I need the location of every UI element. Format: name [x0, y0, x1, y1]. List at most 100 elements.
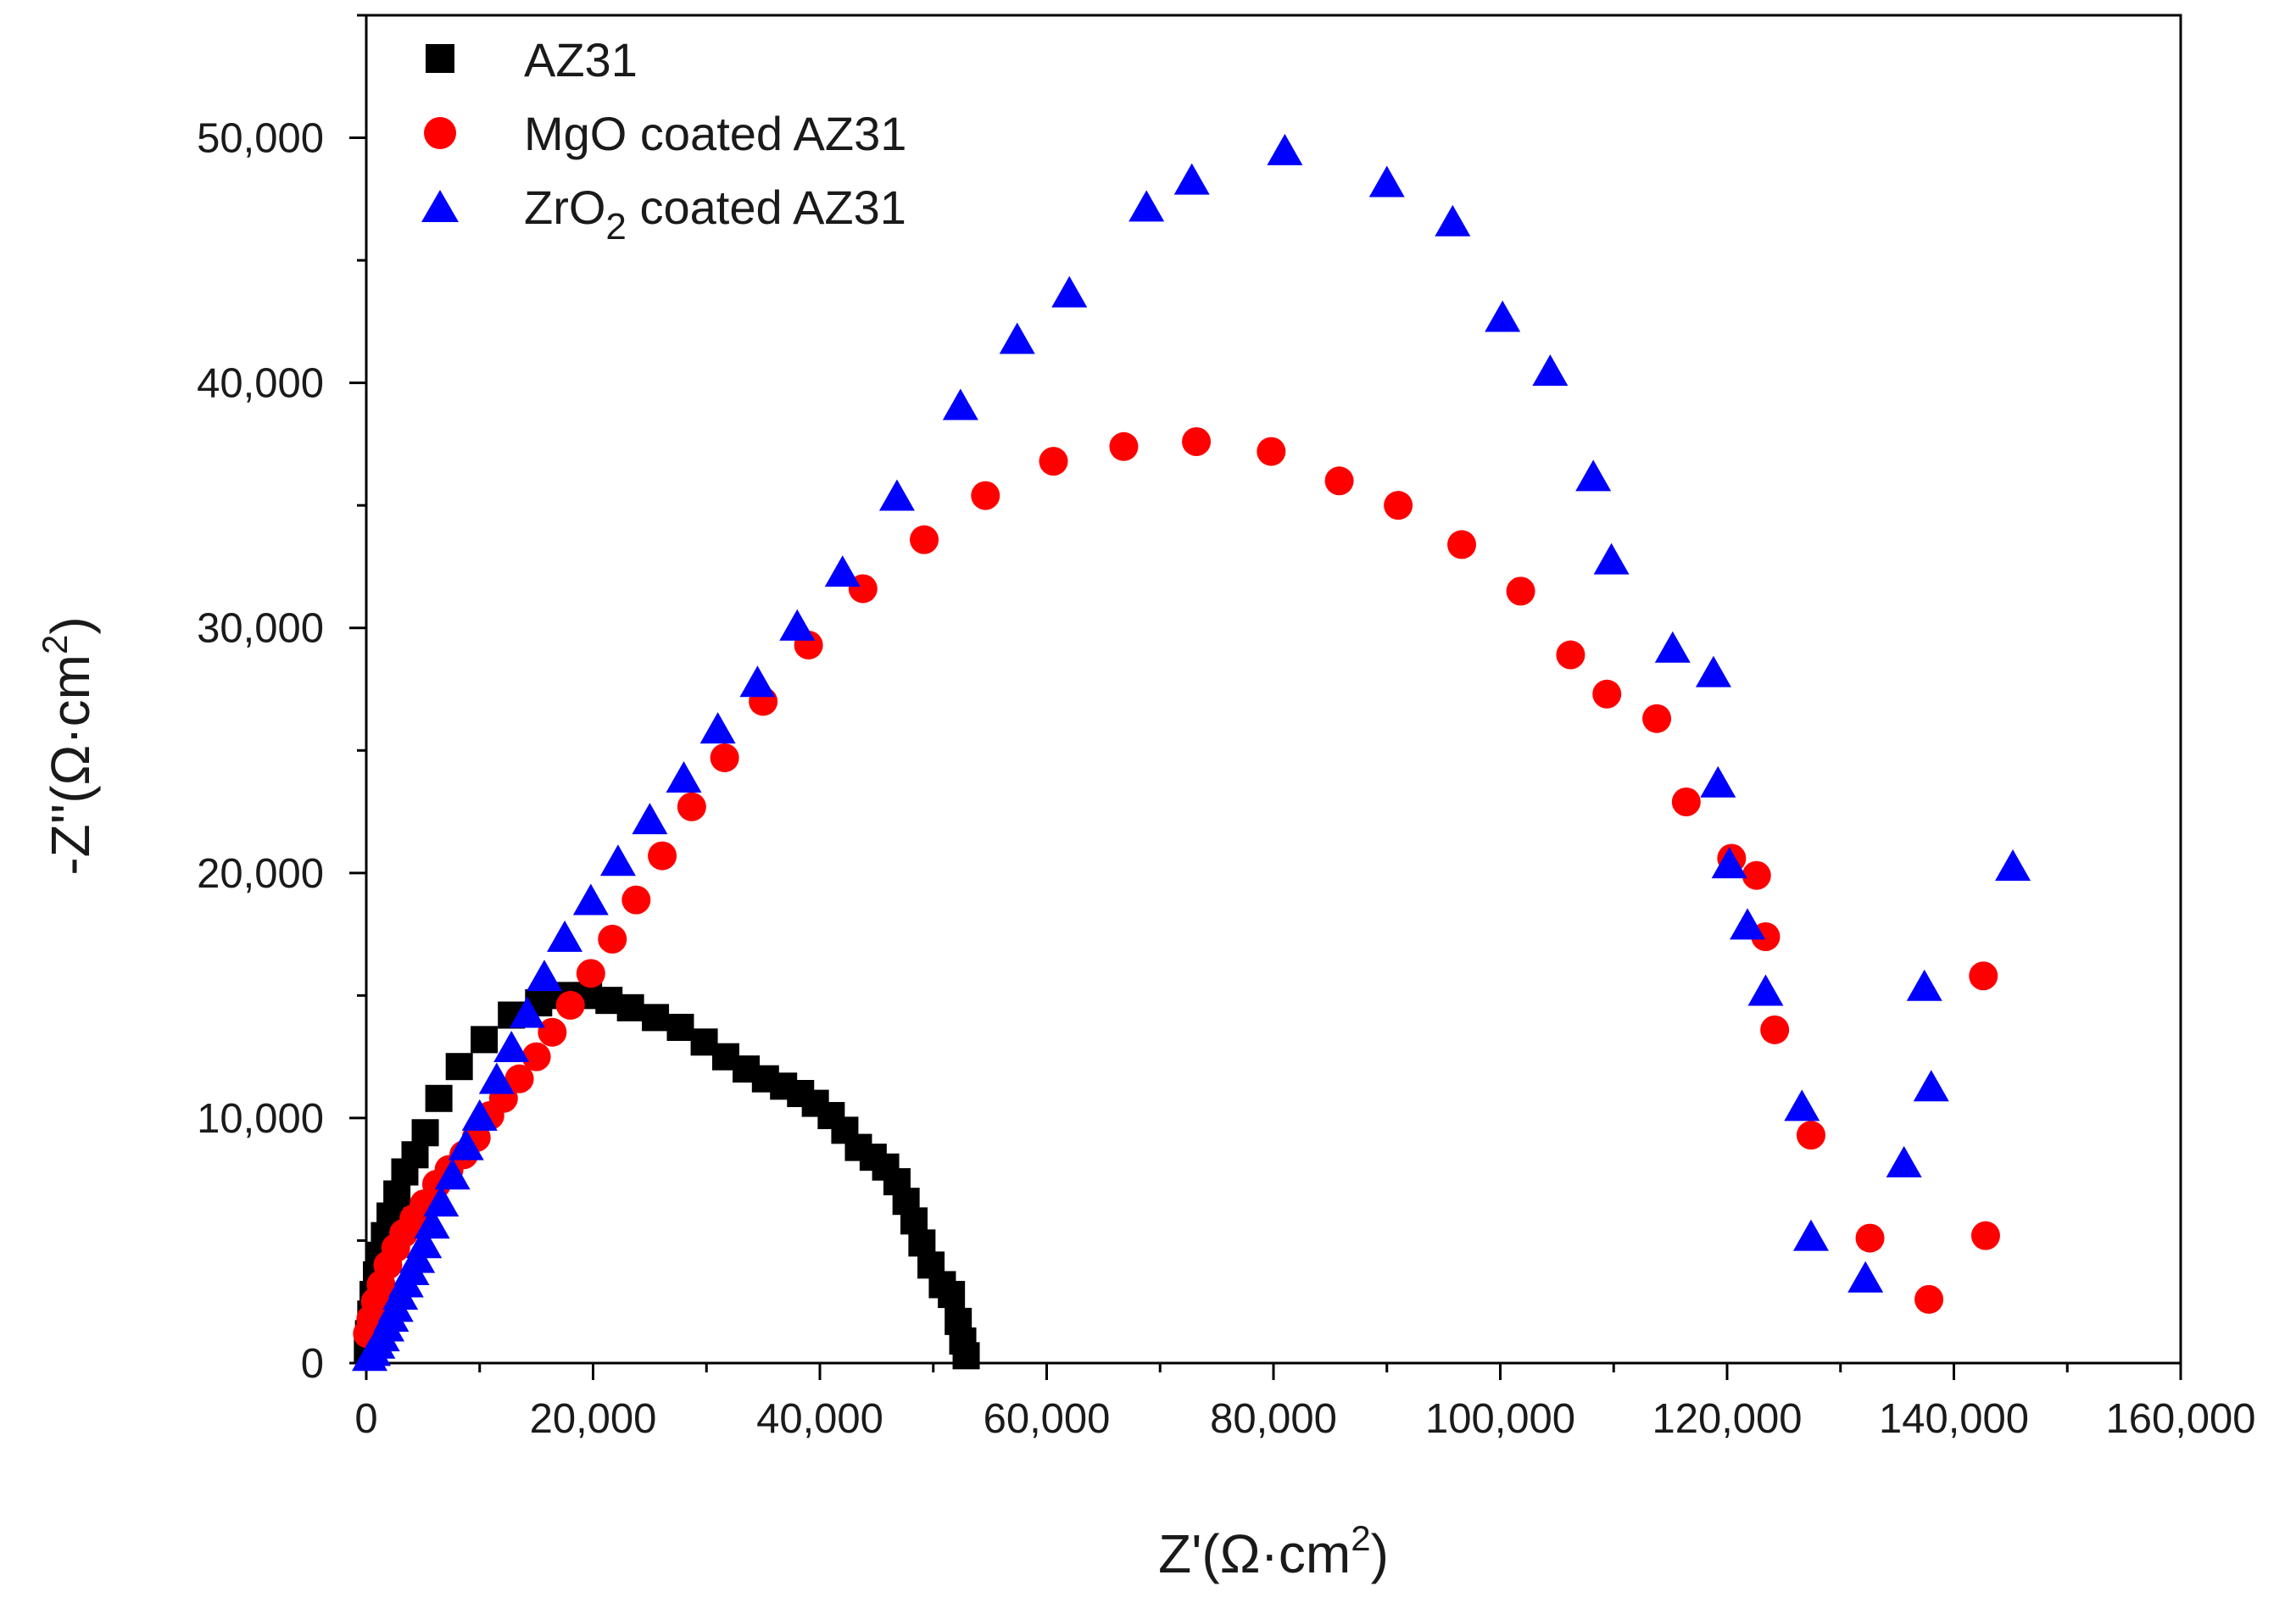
data-point-square [666, 1013, 694, 1041]
data-point-square [471, 1026, 499, 1054]
data-point-triangle [526, 960, 562, 992]
data-point-triangle [1784, 1089, 1820, 1121]
x-tick-label: 40,000 [756, 1396, 883, 1442]
data-point-circle [1970, 1221, 2000, 1250]
legend-label-zro2: ZrO2 coated AZ31 [524, 181, 906, 248]
x-axis-label-superscript: 2 [1351, 1518, 1370, 1558]
data-point-circle [1760, 1015, 1790, 1044]
data-point-circle [1671, 787, 1701, 816]
data-point-circle [504, 1064, 534, 1094]
series-mgo [353, 427, 2000, 1349]
data-point-circle [1257, 437, 1286, 466]
data-point-triangle [1886, 1145, 1922, 1177]
data-point-triangle [1575, 459, 1612, 492]
y-tick-label: 10,000 [197, 1096, 324, 1142]
data-point-square [411, 1119, 439, 1147]
data-point-triangle [1173, 163, 1210, 195]
legend: AZ31 MgO coated AZ31 ZrO2 coated AZ31 [421, 33, 906, 248]
legend-label-mgo: MgO coated AZ31 [524, 107, 906, 160]
data-point-circle [910, 525, 939, 554]
data-point-triangle [824, 555, 861, 587]
y-axis-label: -Z''(Ω·cm2) [35, 616, 101, 875]
data-point-square [642, 1004, 670, 1032]
legend-marker-az31 [426, 44, 454, 73]
series-zro2 [352, 133, 2031, 1372]
data-point-triangle [632, 803, 668, 835]
data-point-square [445, 1053, 473, 1081]
data-point-triangle [1792, 1219, 1829, 1251]
data-point-circle [576, 959, 605, 988]
x-tick-label: 160,000 [2105, 1396, 2255, 1442]
data-point-triangle [434, 1158, 471, 1190]
x-axis-label-main: Z'(Ω·cm [1158, 1523, 1351, 1584]
legend-label-zro2-tail: coated AZ31 [627, 181, 906, 234]
data-point-triangle [1695, 655, 1731, 687]
data-point-triangle [414, 1207, 450, 1239]
data-point-triangle [461, 1099, 498, 1131]
data-point-triangle [1654, 631, 1691, 663]
data-point-circle [1969, 961, 1998, 991]
data-point-triangle [493, 1030, 530, 1062]
legend-label-zro2-text: ZrO [524, 181, 605, 234]
data-point-circle [648, 841, 677, 871]
data-point-triangle [1700, 765, 1736, 798]
data-point-triangle [1485, 300, 1521, 332]
y-tick-label: 0 [301, 1341, 324, 1387]
data-point-circle [1384, 491, 1413, 520]
data-points [352, 133, 2031, 1372]
data-point-circle [1796, 1121, 1825, 1150]
x-axis-label-end: ) [1371, 1523, 1389, 1584]
data-point-triangle [699, 712, 736, 744]
data-point-triangle [406, 1227, 443, 1259]
y-tick-label: 50,000 [197, 116, 324, 162]
legend-marker-mgo [424, 117, 456, 149]
data-point-circle [1642, 704, 1672, 733]
data-point-square [952, 1342, 980, 1370]
data-point-triangle [478, 1062, 515, 1094]
data-point-triangle [599, 844, 636, 877]
x-axis-label: Z'(Ω·cm2) [1158, 1518, 1389, 1584]
y-tick-label: 20,000 [197, 851, 324, 897]
data-point-circle [1039, 447, 1068, 476]
data-point-triangle [448, 1128, 484, 1160]
data-point-circle [1447, 530, 1477, 559]
data-point-circle [521, 1042, 551, 1071]
data-point-circle [598, 924, 627, 954]
x-tick-label: 80,000 [1210, 1396, 1337, 1442]
data-point-circle [1742, 860, 1771, 890]
x-tick-label: 120,000 [1652, 1396, 1802, 1442]
data-point-circle [1506, 576, 1535, 606]
data-point-triangle [779, 609, 816, 641]
y-tick-label: 30,000 [197, 606, 324, 652]
data-point-circle [538, 1017, 567, 1047]
x-tick-label: 100,000 [1425, 1396, 1575, 1442]
data-point-triangle [739, 665, 776, 698]
data-point-circle [710, 743, 739, 772]
y-tick-label: 40,000 [197, 361, 324, 407]
data-point-triangle [1128, 190, 1165, 222]
data-point-triangle [1847, 1261, 1884, 1293]
data-point-triangle [547, 920, 583, 952]
data-point-circle [1182, 427, 1212, 457]
data-point-circle [1109, 431, 1139, 461]
data-point-triangle [1051, 275, 1088, 308]
data-point-triangle [999, 322, 1035, 354]
data-point-triangle [1593, 543, 1630, 575]
data-point-triangle [878, 479, 915, 511]
legend-label-zro2-subscript: 2 [605, 206, 626, 248]
data-point-square [938, 1281, 966, 1309]
y-axis-label-superscript: 2 [35, 635, 75, 654]
y-axis-label-main: -Z''(Ω·cm [40, 654, 101, 876]
data-point-triangle [1906, 969, 1942, 1001]
data-point-triangle [942, 388, 978, 420]
data-point-triangle [1711, 847, 1747, 879]
data-point-circle [621, 885, 651, 915]
x-tick-label: 60,000 [984, 1396, 1111, 1442]
data-point-triangle [1730, 908, 1766, 940]
data-point-triangle [666, 760, 702, 793]
data-point-circle [1914, 1284, 1944, 1314]
data-point-triangle [1995, 849, 2031, 882]
data-point-triangle [423, 1185, 460, 1217]
data-point-triangle [1747, 974, 1784, 1006]
